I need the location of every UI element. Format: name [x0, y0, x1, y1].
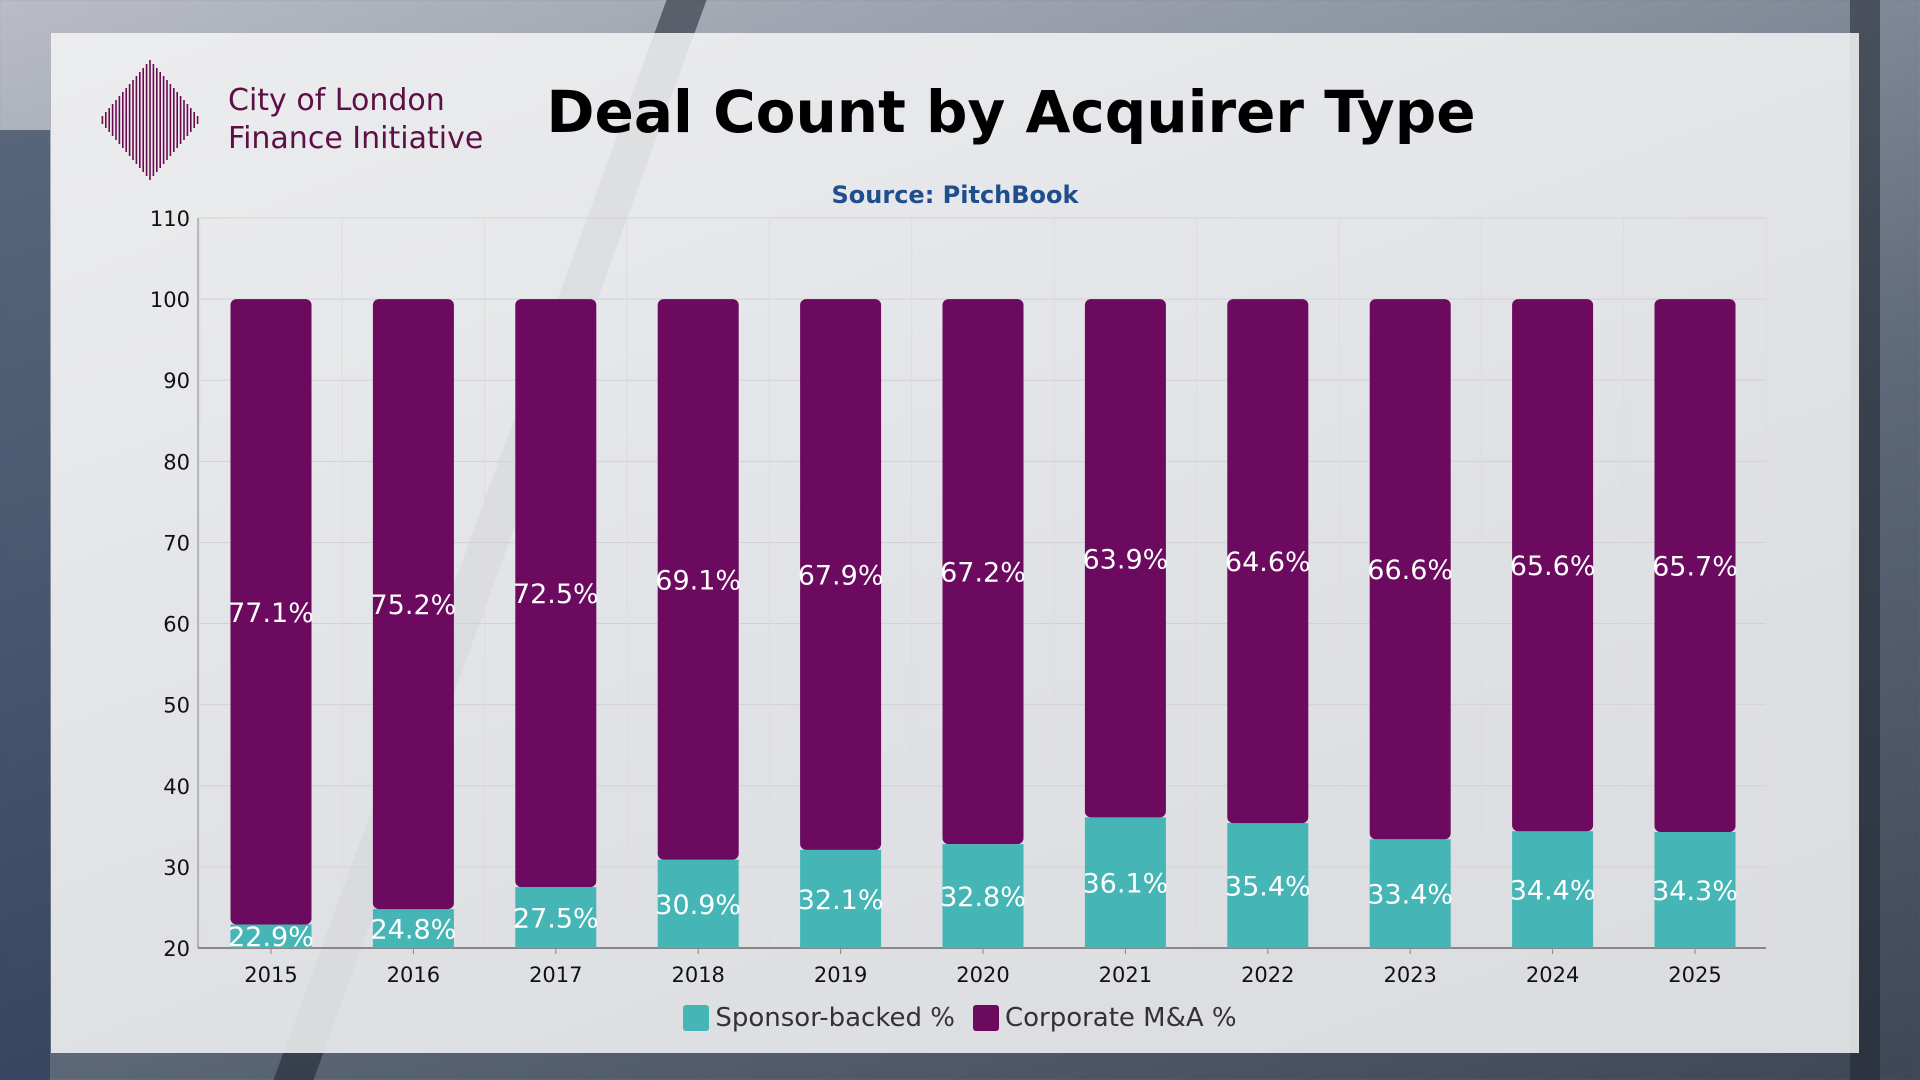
- legend-item-sponsor[interactable]: Sponsor-backed %: [683, 1003, 955, 1033]
- data-label: 34.3%: [1652, 876, 1738, 907]
- data-label: 64.6%: [1225, 547, 1311, 578]
- data-label: 24.8%: [371, 915, 457, 946]
- legend-swatch-corporate: [972, 1005, 999, 1031]
- bar-corporate: [230, 299, 312, 925]
- data-label: 67.2%: [940, 558, 1026, 589]
- data-label: 77.1%: [228, 598, 314, 629]
- city-of-london-logo-icon: [101, 60, 199, 180]
- legend-swatch-sponsor: [683, 1005, 710, 1031]
- bar-sponsor: [515, 887, 597, 948]
- bar-corporate: [942, 299, 1024, 845]
- x-tick-label: 2015: [244, 963, 297, 987]
- y-tick-label: 30: [163, 856, 190, 880]
- data-label: 75.2%: [371, 590, 457, 621]
- y-tick-label: 60: [163, 613, 190, 637]
- brand-line-2: Finance Initiative: [228, 121, 484, 156]
- data-label: 30.9%: [655, 890, 741, 921]
- bar-sponsor: [657, 859, 739, 948]
- bar-corporate: [372, 299, 454, 910]
- x-tick-label: 2021: [1099, 963, 1152, 987]
- x-tick-label: 2025: [1668, 963, 1721, 987]
- data-label: 65.6%: [1510, 551, 1596, 582]
- data-label: 65.7%: [1652, 552, 1738, 583]
- x-tick-label: 2018: [671, 963, 724, 987]
- data-label: 35.4%: [1225, 872, 1311, 903]
- brand-line-1: City of London: [228, 83, 445, 118]
- x-tick-label: 2016: [387, 963, 440, 987]
- bar-sponsor: [230, 924, 312, 948]
- data-label: 67.9%: [798, 560, 884, 591]
- data-label: 34.4%: [1510, 876, 1596, 907]
- legend: Sponsor-backed % Corporate M&A %: [0, 1003, 1920, 1033]
- bar-sponsor: [1369, 839, 1451, 948]
- data-label: 63.9%: [1083, 544, 1169, 575]
- y-tick-label: 80: [163, 450, 190, 474]
- x-tick-label: 2023: [1383, 963, 1436, 987]
- chart-source: Source: PitchBook: [831, 181, 1079, 209]
- legend-item-corporate[interactable]: Corporate M&A %: [972, 1003, 1237, 1033]
- bar-corporate: [1369, 299, 1451, 840]
- bar-sponsor: [800, 849, 882, 948]
- bar-corporate: [800, 299, 882, 850]
- bar-sponsor: [1512, 831, 1594, 948]
- bar-corporate: [515, 299, 597, 888]
- y-tick-label: 40: [163, 775, 190, 799]
- y-tick-label: 100: [150, 288, 190, 312]
- data-label: 32.1%: [798, 885, 884, 916]
- chart-title: Deal Count by Acquirer Type: [546, 78, 1476, 146]
- data-label: 72.5%: [513, 579, 599, 610]
- data-label: 36.1%: [1083, 869, 1169, 900]
- y-tick-label: 50: [163, 694, 190, 718]
- bar-sponsor: [1654, 832, 1736, 948]
- y-tick-label: 70: [163, 531, 190, 555]
- y-tick-label: 20: [163, 937, 190, 961]
- bar-sponsor: [372, 909, 454, 948]
- bar-corporate: [1512, 299, 1594, 832]
- background-photo: [0, 130, 50, 1080]
- bar-corporate: [1654, 299, 1736, 833]
- data-label: 32.8%: [940, 882, 1026, 913]
- x-tick-label: 2024: [1526, 963, 1579, 987]
- bar-sponsor: [942, 844, 1024, 948]
- y-tick-label: 110: [150, 207, 190, 231]
- bar-corporate: [1084, 299, 1166, 818]
- brand-name: City of London Finance Initiative: [228, 82, 483, 158]
- x-tick-label: 2022: [1241, 963, 1294, 987]
- bar-sponsor: [1084, 817, 1166, 948]
- x-tick-label: 2017: [529, 963, 582, 987]
- data-label: 69.1%: [655, 565, 741, 596]
- bar-corporate: [1227, 299, 1309, 824]
- x-tick-label: 2020: [956, 963, 1009, 987]
- data-label: 27.5%: [513, 904, 599, 935]
- data-label: 66.6%: [1367, 555, 1453, 586]
- y-tick-label: 90: [163, 369, 190, 393]
- legend-label-sponsor: Sponsor-backed %: [715, 1003, 955, 1033]
- bar-corporate: [657, 299, 739, 860]
- data-label: 33.4%: [1367, 880, 1453, 911]
- bar-sponsor: [1227, 823, 1309, 948]
- legend-label-corporate: Corporate M&A %: [1004, 1003, 1237, 1033]
- x-tick-label: 2019: [814, 963, 867, 987]
